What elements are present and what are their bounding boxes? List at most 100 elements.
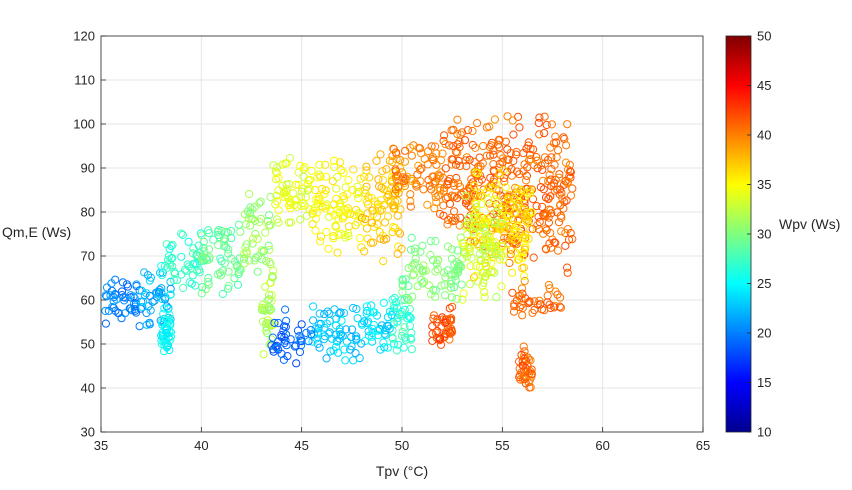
data-point (164, 304, 173, 313)
data-point (167, 242, 176, 251)
data-point (321, 160, 330, 169)
data-point (566, 191, 576, 200)
data-point (204, 280, 213, 289)
data-point (443, 266, 452, 275)
data-point (316, 237, 325, 246)
data-point (339, 168, 348, 177)
data-point (438, 149, 447, 158)
data-point (349, 356, 358, 365)
x-tick-label: 35 (94, 438, 108, 453)
data-point (505, 258, 514, 268)
data-point (251, 253, 260, 262)
data-point (166, 290, 175, 299)
y-tick-label: 110 (74, 73, 95, 88)
data-point (184, 237, 193, 246)
data-point (529, 253, 538, 262)
data-point (265, 295, 274, 304)
data-point (557, 227, 566, 236)
data-point (389, 204, 398, 213)
data-point (375, 228, 384, 237)
data-point (492, 185, 501, 194)
data-point (504, 162, 513, 171)
data-point (555, 185, 565, 194)
data-point (453, 140, 462, 149)
data-point (535, 130, 544, 139)
data-point (383, 313, 392, 322)
data-point (272, 343, 281, 352)
data-point (440, 183, 449, 192)
data-point (304, 176, 313, 185)
data-point (262, 326, 271, 335)
data-point (407, 151, 416, 160)
data-point (330, 156, 339, 165)
data-point (251, 229, 260, 239)
colorbar-tick-label: 25 (757, 276, 771, 291)
data-point (541, 193, 551, 202)
data-point (547, 182, 556, 191)
data-point (326, 347, 335, 356)
data-point (316, 232, 326, 241)
data-point (130, 304, 139, 314)
data-point (286, 335, 295, 344)
data-point (340, 308, 349, 318)
data-point (142, 320, 151, 329)
data-point (492, 293, 501, 302)
data-point (512, 222, 521, 231)
data-point (411, 258, 420, 268)
data-point (144, 302, 153, 311)
data-point (248, 239, 257, 248)
data-point (535, 113, 544, 122)
data-point (307, 166, 316, 175)
data-point (360, 247, 369, 256)
data-point (271, 342, 280, 351)
data-point (539, 211, 549, 220)
data-point (480, 293, 489, 302)
data-point (340, 345, 349, 354)
data-point (360, 218, 369, 227)
data-point (534, 212, 543, 221)
data-point (280, 322, 289, 331)
data-point (342, 337, 352, 346)
data-point (525, 297, 534, 307)
data-point (436, 335, 445, 344)
data-point (526, 155, 535, 164)
data-point (213, 227, 222, 236)
data-point (400, 181, 409, 191)
data-point (373, 204, 382, 213)
data-point (389, 307, 398, 316)
data-point (506, 198, 515, 208)
data-point (362, 162, 371, 171)
data-point (430, 204, 439, 213)
data-point (284, 218, 294, 227)
data-point (349, 165, 358, 174)
data-point (447, 160, 456, 169)
data-point (431, 292, 440, 301)
data-point (510, 302, 519, 311)
data-point (533, 221, 542, 230)
data-point (157, 318, 166, 327)
y-axis-label: Qm,E (Ws) (2, 224, 71, 240)
data-point (462, 162, 471, 171)
data-point (396, 164, 405, 173)
data-point (462, 252, 471, 261)
data-point (545, 170, 554, 179)
data-point (236, 227, 245, 236)
data-point (510, 299, 519, 309)
data-point (497, 241, 506, 250)
data-point (445, 304, 454, 313)
data-point (458, 295, 467, 304)
data-point (555, 170, 564, 179)
data-point (316, 172, 325, 181)
data-point (376, 234, 385, 243)
data-point (399, 276, 408, 285)
data-point (467, 253, 476, 262)
data-point (253, 267, 262, 276)
data-point (314, 196, 323, 205)
data-point (352, 189, 362, 198)
data-point (353, 314, 362, 323)
data-point (485, 241, 494, 250)
data-point (306, 326, 315, 335)
data-point (396, 156, 405, 165)
data-point (543, 298, 552, 307)
